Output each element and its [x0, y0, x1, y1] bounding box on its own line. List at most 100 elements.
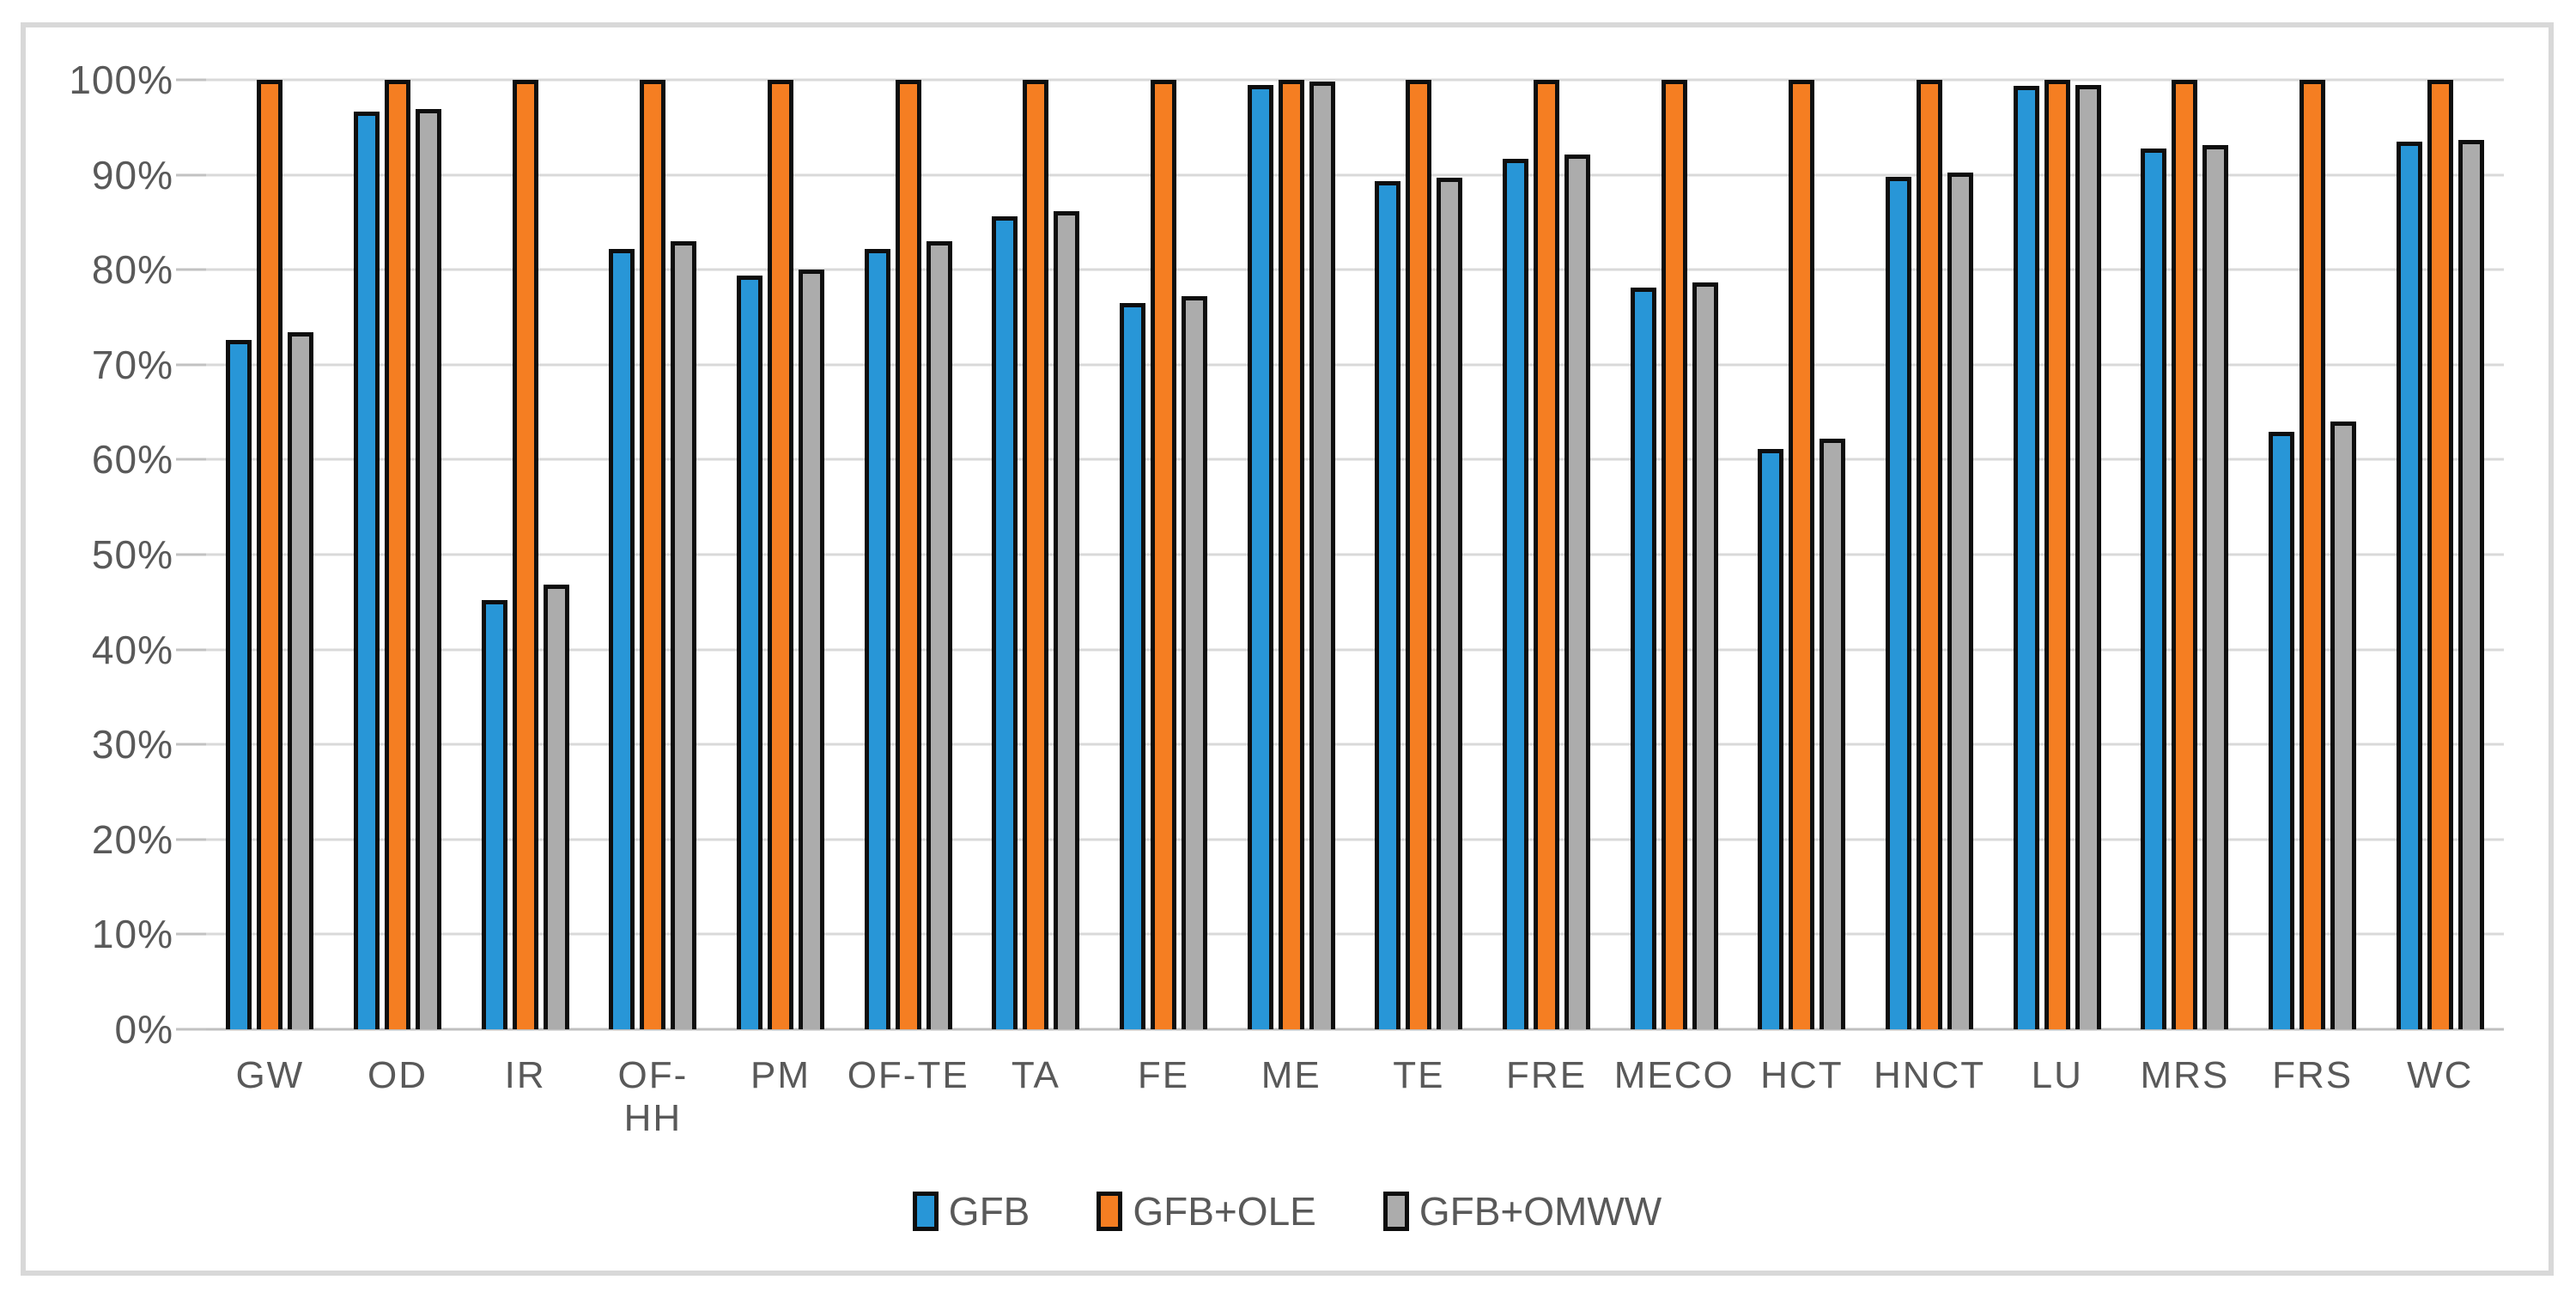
x-tick-label-FE: FE	[1137, 1054, 1190, 1096]
x-tick-label-TA: TA	[1011, 1054, 1060, 1096]
y-tick-mark	[176, 458, 206, 461]
bar-GFB-GW	[226, 340, 252, 1029]
x-tick-label-MECO: MECO	[1613, 1054, 1735, 1096]
bar-group-HNCT	[1866, 80, 1994, 1029]
bar-GFB+OLE-WC	[2427, 80, 2453, 1029]
y-tick-mark	[176, 268, 206, 271]
gridline-10	[176, 932, 2504, 936]
gridline-50	[176, 553, 2504, 556]
legend-label: GFB+OLE	[1133, 1189, 1316, 1234]
bar-GFB+OMWW-IR	[543, 585, 569, 1029]
bar-GFB+OLE-MECO	[1661, 80, 1687, 1029]
x-tick-label-WC: WC	[2407, 1054, 2474, 1096]
bar-group-TA	[972, 80, 1100, 1029]
bar-GFB-MRS	[2141, 148, 2167, 1029]
x-axis-line	[176, 1028, 2504, 1031]
bar-GFB+OMWW-PM	[799, 270, 825, 1029]
gridline-90	[176, 173, 2504, 177]
x-tick-label-OD: OD	[368, 1054, 428, 1096]
gridline-20	[176, 838, 2504, 841]
y-tick-label-80: 80%	[91, 247, 173, 293]
bar-group-TE	[1355, 80, 1483, 1029]
bar-GFB-IR	[481, 600, 507, 1029]
bar-GFB+OMWW-LU	[2075, 84, 2101, 1029]
gridline-40	[176, 648, 2504, 652]
x-tick-label-OF-HH: OF-HH	[617, 1054, 689, 1139]
legend-label: GFB+OMWW	[1419, 1189, 1662, 1234]
y-tick-label-90: 90%	[91, 152, 173, 197]
x-tick-label-GW: GW	[235, 1054, 305, 1096]
bar-GFB+OMWW-HCT	[1820, 439, 1846, 1029]
plot-area	[176, 78, 2504, 1031]
bar-group-MECO	[1610, 80, 1738, 1029]
bar-GFB+OMWW-HNCT	[1947, 173, 1974, 1029]
bar-GFB-PM	[737, 275, 763, 1029]
bar-GFB-TE	[1375, 181, 1401, 1029]
x-tick-label-ME: ME	[1261, 1054, 1321, 1096]
y-tick-label-20: 20%	[91, 816, 173, 862]
bar-GFB+OMWW-MRS	[2202, 145, 2229, 1029]
x-tick-label-PM: PM	[750, 1054, 811, 1096]
gray-square-icon	[1382, 1192, 1409, 1231]
bar-GFB+OLE-IR	[512, 80, 538, 1029]
y-tick-mark	[176, 743, 206, 746]
gridline-70	[176, 363, 2504, 367]
x-tick-label-FRE: FRE	[1506, 1054, 1588, 1096]
bar-group-OF-HH	[589, 80, 717, 1029]
y-tick-mark	[176, 78, 206, 82]
x-tick-label-OF-TE: OF-TE	[847, 1054, 969, 1096]
bar-GFB-OF-HH	[609, 248, 635, 1029]
y-tick-mark	[176, 838, 206, 841]
legend-item-GFB+OLE: GFB+OLE	[1097, 1188, 1316, 1234]
bar-group-LU	[1993, 80, 2121, 1029]
y-tick-label-10: 10%	[91, 912, 173, 957]
bar-GFB+OMWW-OF-TE	[926, 241, 952, 1029]
legend-label: GFB	[948, 1189, 1030, 1234]
bar-GFB+OMWW-MECO	[1692, 282, 1718, 1029]
bar-GFB+OLE-OD	[385, 80, 410, 1029]
bar-GFB-OD	[354, 111, 380, 1029]
x-tick-label-MRS: MRS	[2140, 1054, 2230, 1096]
bar-group-FRS	[2249, 80, 2377, 1029]
bar-GFB+OLE-FRS	[2300, 80, 2326, 1029]
bar-GFB+OMWW-OD	[416, 109, 441, 1029]
y-tick-mark	[176, 648, 206, 652]
bar-GFB-FE	[1120, 302, 1146, 1029]
bar-group-FE	[1100, 80, 1228, 1029]
y-tick-mark	[176, 553, 206, 556]
bar-group-MRS	[2121, 80, 2249, 1029]
bar-GFB-OF-TE	[864, 248, 890, 1029]
bar-GFB-ME	[1247, 84, 1273, 1029]
bar-GFB+OMWW-FE	[1182, 296, 1208, 1029]
y-tick-mark	[176, 932, 206, 936]
bar-GFB+OLE-FRE	[1534, 80, 1560, 1029]
bar-group-WC	[2376, 80, 2504, 1029]
bar-group-GW	[206, 80, 334, 1029]
chart-figure: 100% 90% 80% 70% 60% 50% 40% 30% 20% 10% 0% GW OD IR…	[21, 22, 2554, 1276]
y-tick-label-100: 100%	[69, 58, 173, 102]
x-tick-label-HCT: HCT	[1760, 1054, 1844, 1096]
bar-GFB-HCT	[1758, 449, 1784, 1029]
x-tick-label-HNCT: HNCT	[1873, 1054, 1986, 1096]
y-tick-label-0: 0%	[114, 1007, 173, 1052]
bar-GFB+OMWW-WC	[2458, 139, 2484, 1029]
bar-GFB+OMWW-TE	[1437, 177, 1463, 1029]
bar-GFB+OLE-HNCT	[1917, 80, 1943, 1029]
bar-GFB+OLE-TA	[1023, 80, 1049, 1029]
bar-GFB-MECO	[1630, 288, 1656, 1029]
x-tick-label-FRS: FRS	[2272, 1054, 2354, 1096]
bar-group-IR	[461, 80, 589, 1029]
bar-GFB-FRS	[2269, 432, 2295, 1029]
x-tick-label-TE: TE	[1393, 1054, 1445, 1096]
y-tick-label-70: 70%	[91, 342, 173, 387]
blue-square-icon	[912, 1192, 939, 1231]
bar-GFB+OLE-TE	[1406, 80, 1432, 1029]
y-tick-label-60: 60%	[91, 437, 173, 482]
bar-GFB+OLE-HCT	[1789, 80, 1815, 1029]
bar-GFB+OLE-ME	[1278, 80, 1304, 1029]
bar-GFB+OMWW-ME	[1309, 82, 1335, 1029]
y-tick-label-30: 30%	[91, 722, 173, 767]
legend-item-GFB: GFB	[912, 1188, 1030, 1234]
y-tick-mark	[176, 173, 206, 177]
bar-GFB+OLE-MRS	[2172, 80, 2198, 1029]
